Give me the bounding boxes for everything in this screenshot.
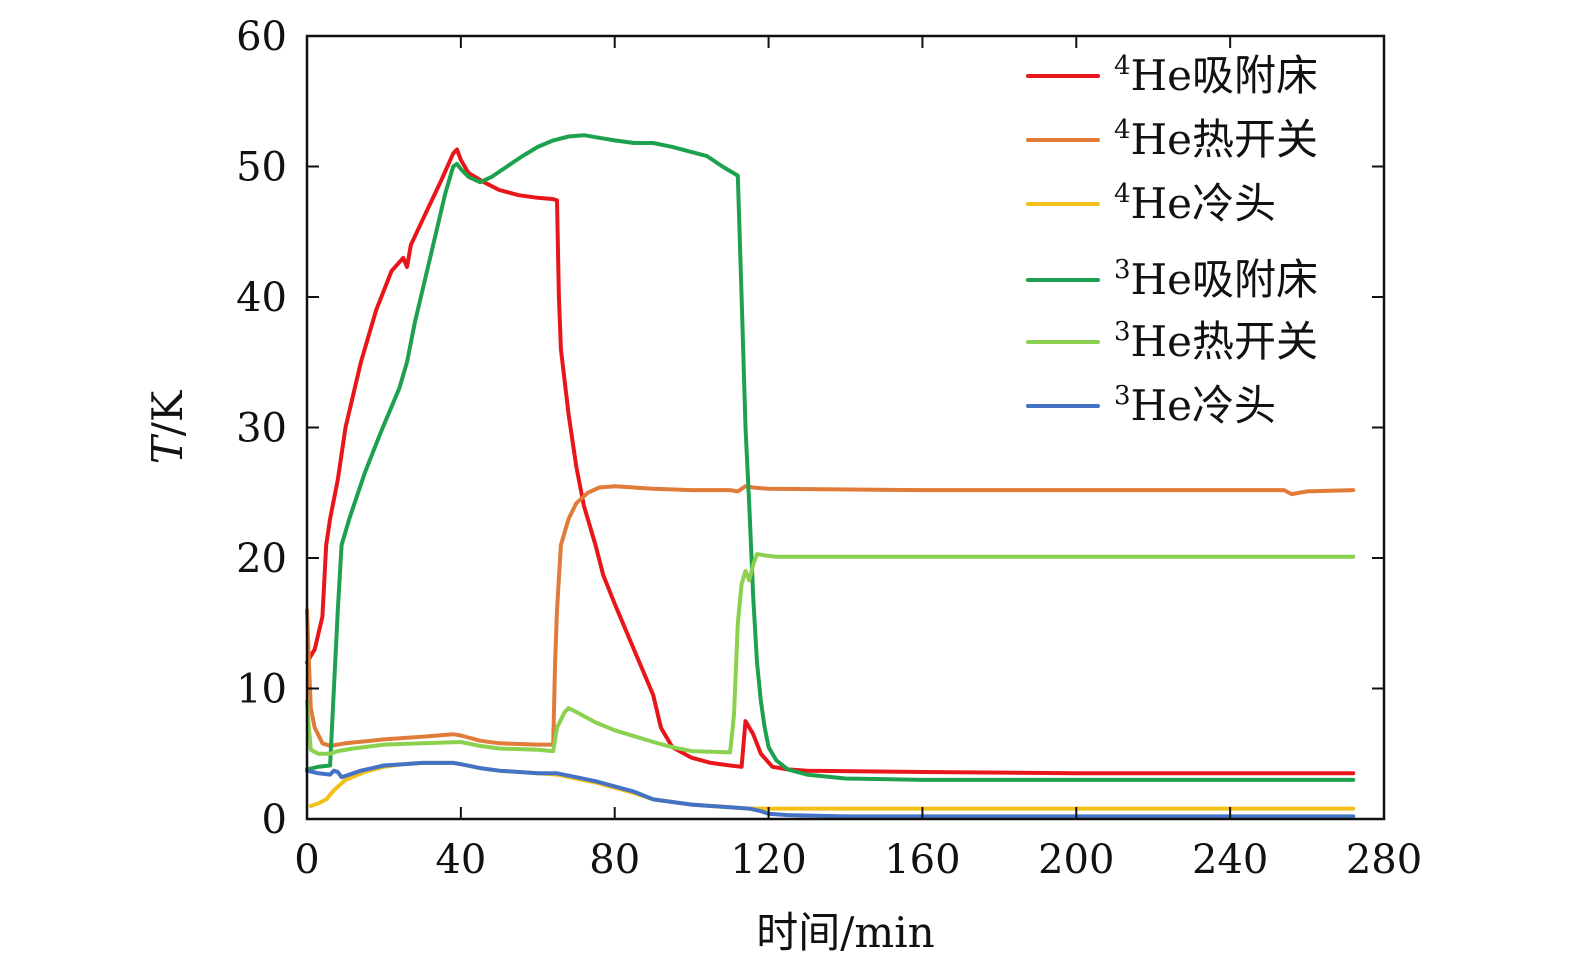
legend-item-1: 4He吸附床 [1026, 51, 1318, 100]
x-tick-label: 280 [1346, 837, 1422, 883]
x-tick-label: 80 [589, 837, 640, 883]
legend-item-5: 3He热开关 [1026, 317, 1318, 366]
y-axis-label-symbol: T [143, 433, 192, 464]
x-tick-label: 40 [435, 837, 486, 883]
legend-label: 4He热开关 [1114, 115, 1318, 164]
legend-label: 4He冷头 [1114, 179, 1276, 228]
y-tick-label: 20 [236, 536, 287, 582]
x-tick-label: 0 [294, 837, 319, 883]
legend-label: 3He吸附床 [1114, 255, 1318, 304]
legend-item-4: 3He吸附床 [1026, 255, 1318, 304]
legend-label: 3He冷头 [1114, 381, 1276, 430]
x-axis-ticks: 0 40 80 120 160 200 240 280 [294, 36, 1422, 883]
x-tick-label: 240 [1192, 837, 1268, 883]
series-line-5 [305, 552, 1356, 756]
legend-item-6: 3He冷头 [1026, 381, 1276, 430]
x-tick-label: 160 [884, 837, 960, 883]
y-tick-label: 30 [236, 406, 287, 452]
series-layer [305, 133, 1356, 819]
y-axis-label: T/K [143, 389, 192, 464]
y-tick-label: 10 [236, 667, 287, 713]
y-axis-ticks: 0 10 20 30 40 50 60 [236, 14, 1384, 843]
y-tick-label: 50 [236, 145, 287, 191]
series-line-2 [305, 484, 1356, 748]
x-tick-label: 120 [730, 837, 806, 883]
y-axis-label-unit: /K [143, 389, 192, 436]
x-axis-label: 时间/min [756, 908, 934, 957]
y-tick-label: 60 [236, 14, 287, 60]
series-line-6 [305, 760, 1356, 819]
series-line-4 [305, 133, 1356, 782]
legend-item-2: 4He热开关 [1026, 115, 1318, 164]
y-tick-label: 40 [236, 275, 287, 321]
legend-item-3: 4He冷头 [1026, 179, 1276, 228]
legend: 4He吸附床 4He热开关 4He冷头 3He吸附床 3He热开关 3He冷头 [1026, 51, 1318, 430]
legend-label: 3He热开关 [1114, 317, 1318, 366]
legend-label: 4He吸附床 [1114, 51, 1318, 100]
series-line-1 [305, 147, 1356, 776]
y-tick-label: 0 [262, 797, 287, 843]
x-tick-label: 200 [1038, 837, 1114, 883]
